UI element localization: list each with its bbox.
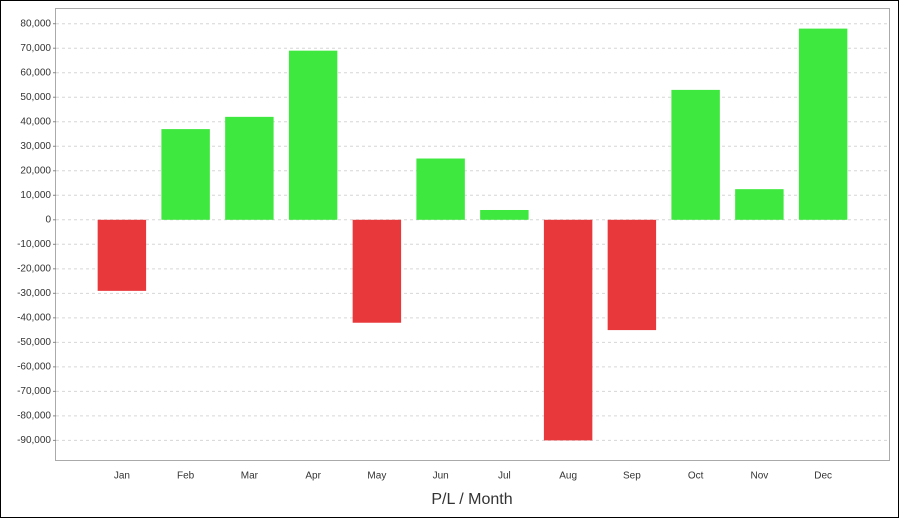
x-tick-label: Apr <box>305 471 321 482</box>
x-tick-label: Aug <box>559 471 577 482</box>
y-tick-label: -50,000 <box>17 337 51 348</box>
y-tick-label: -20,000 <box>17 263 51 274</box>
bar <box>97 219 147 291</box>
x-tick-label: Nov <box>750 471 768 482</box>
x-tick-label: May <box>367 471 386 482</box>
y-tick-label: 40,000 <box>20 116 51 127</box>
y-tick-label: 20,000 <box>20 165 51 176</box>
x-tick-label: Oct <box>688 471 704 482</box>
y-tick-label: -70,000 <box>17 386 51 397</box>
bar <box>225 116 274 220</box>
bar <box>352 219 402 323</box>
y-tick-label: -80,000 <box>17 411 51 422</box>
y-tick-label: 70,000 <box>20 43 51 54</box>
y-tick-label: -10,000 <box>17 239 51 250</box>
bar <box>480 209 529 220</box>
bar <box>735 189 784 220</box>
x-tick-label: Mar <box>241 471 259 482</box>
x-tick-label: Sep <box>623 471 641 482</box>
y-tick-label: 60,000 <box>20 67 51 78</box>
bar <box>288 50 338 220</box>
bar <box>607 219 657 331</box>
bar <box>671 89 720 220</box>
bar <box>161 129 210 220</box>
bar <box>798 28 848 220</box>
x-tick-label: Jun <box>433 471 449 482</box>
y-tick-label: -30,000 <box>17 288 51 299</box>
x-tick-label: Dec <box>814 471 832 482</box>
y-tick-label: 0 <box>45 214 51 225</box>
plot-area <box>55 8 890 461</box>
x-tick-label: Jan <box>114 471 130 482</box>
y-tick-label: 50,000 <box>20 92 51 103</box>
x-tick-label: Feb <box>177 471 195 482</box>
x-tick-label: Jul <box>498 471 511 482</box>
x-axis-title: P/L / Month <box>431 491 512 508</box>
y-tick-label: 30,000 <box>20 141 51 152</box>
y-tick-label: -40,000 <box>17 312 51 323</box>
y-tick-label: -60,000 <box>17 361 51 372</box>
bar <box>416 158 465 220</box>
y-tick-label: -90,000 <box>17 435 51 446</box>
bar <box>543 219 593 441</box>
y-tick-label: 80,000 <box>20 18 51 29</box>
y-tick-label: 10,000 <box>20 190 51 201</box>
